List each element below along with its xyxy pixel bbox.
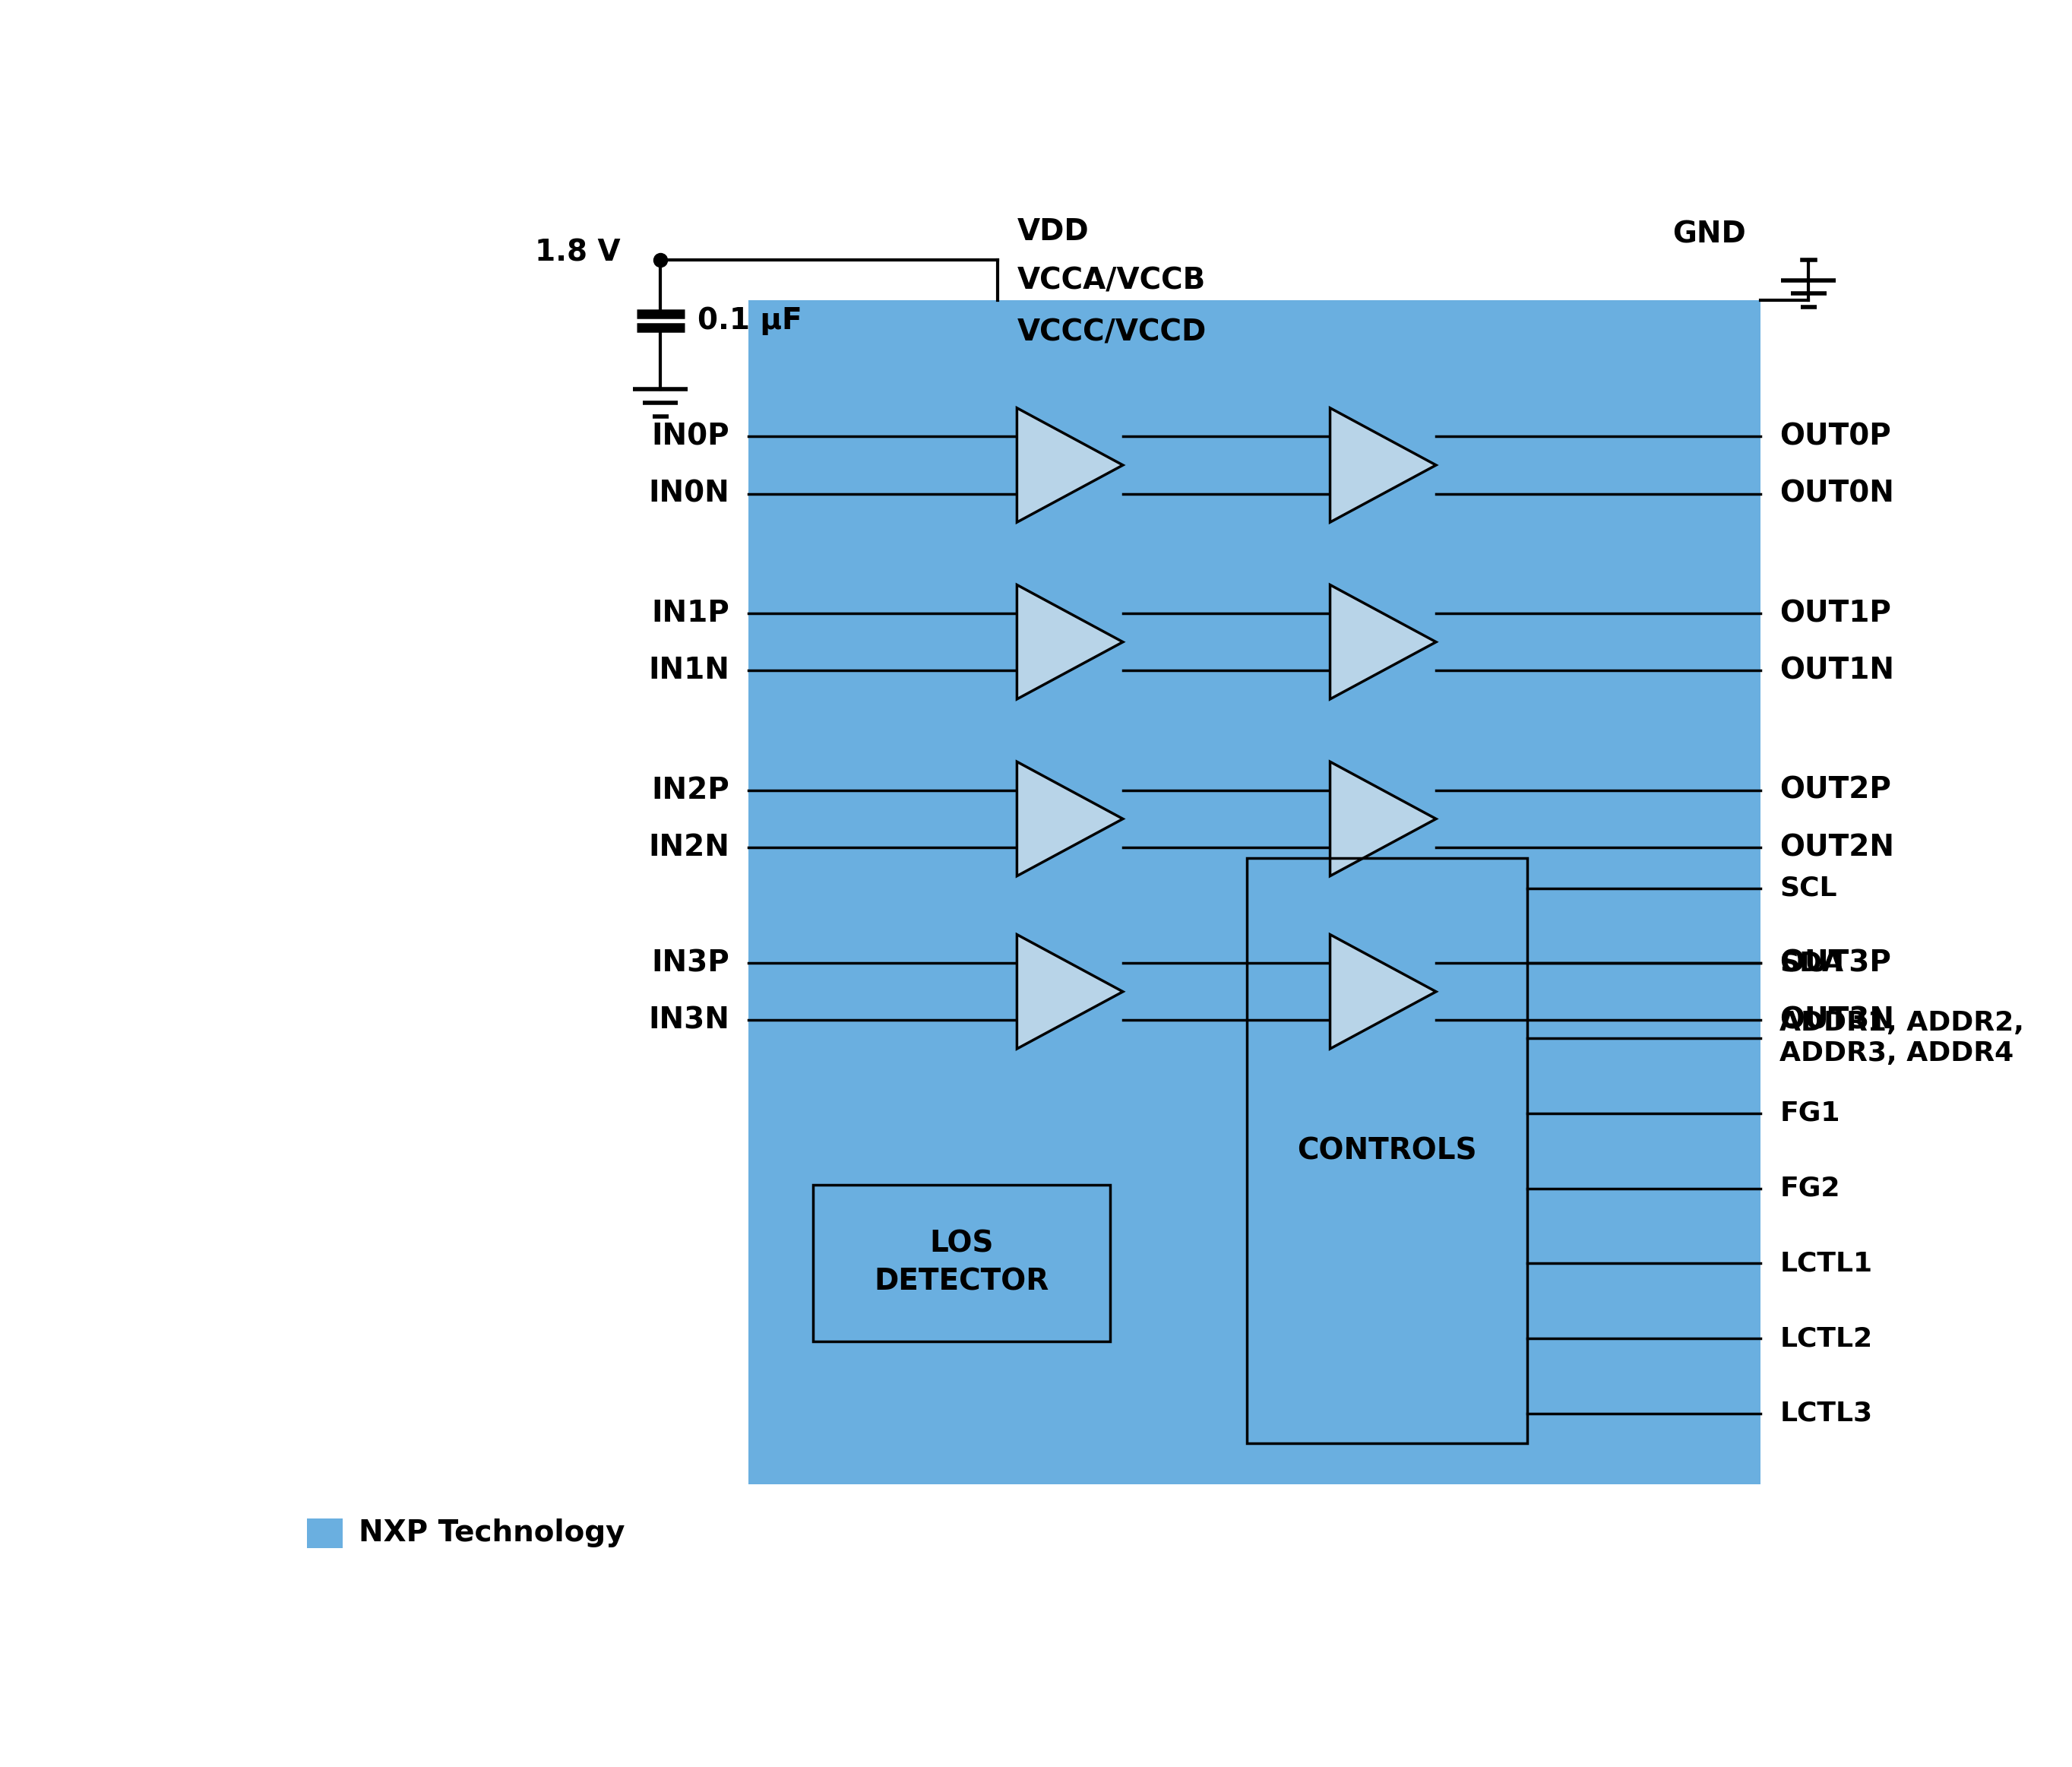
Bar — [1247, 859, 1527, 1444]
Text: SDA: SDA — [1780, 951, 1844, 975]
Text: 1.8 V: 1.8 V — [535, 239, 620, 267]
Text: ADDR1, ADDR2,
ADDR3, ADDR4: ADDR1, ADDR2, ADDR3, ADDR4 — [1780, 1011, 2024, 1066]
Text: GND: GND — [1672, 219, 1745, 249]
Text: OUT0N: OUT0N — [1780, 479, 1894, 509]
Bar — [812, 1186, 1111, 1341]
Text: IN0N: IN0N — [649, 479, 729, 509]
Text: LOS
DETECTOR: LOS DETECTOR — [874, 1230, 1048, 1297]
Text: CONTROLS: CONTROLS — [1297, 1136, 1477, 1164]
Polygon shape — [1017, 762, 1123, 876]
Text: VDD: VDD — [1017, 217, 1088, 246]
Text: OUT3P: OUT3P — [1780, 949, 1892, 977]
Polygon shape — [1330, 585, 1436, 700]
Text: VCCA/VCCB: VCCA/VCCB — [1017, 267, 1206, 295]
Text: NXP Technology: NXP Technology — [358, 1518, 626, 1548]
Text: OUT1P: OUT1P — [1780, 599, 1892, 627]
Text: IN3P: IN3P — [651, 949, 729, 977]
Text: 0.1 μF: 0.1 μF — [698, 306, 802, 336]
Text: OUT2P: OUT2P — [1780, 776, 1892, 804]
Text: IN2N: IN2N — [649, 832, 729, 862]
Text: IN0P: IN0P — [651, 422, 729, 451]
Text: OUT0P: OUT0P — [1780, 422, 1892, 451]
Bar — [748, 300, 1761, 1484]
Text: OUT2N: OUT2N — [1780, 832, 1894, 862]
Text: LCTL1: LCTL1 — [1780, 1251, 1873, 1276]
Text: IN3N: IN3N — [649, 1005, 729, 1035]
Text: IN2P: IN2P — [651, 776, 729, 804]
Text: OUT1N: OUT1N — [1780, 656, 1894, 686]
Polygon shape — [1017, 935, 1123, 1050]
Text: LCTL3: LCTL3 — [1780, 1401, 1873, 1426]
Text: IN1N: IN1N — [649, 656, 729, 686]
Text: OUT3N: OUT3N — [1780, 1005, 1894, 1035]
Text: VCCC/VCCD: VCCC/VCCD — [1017, 318, 1206, 346]
Polygon shape — [1017, 408, 1123, 523]
Text: LCTL2: LCTL2 — [1780, 1325, 1873, 1352]
Text: FG1: FG1 — [1780, 1101, 1840, 1126]
Polygon shape — [1017, 585, 1123, 700]
Text: FG2: FG2 — [1780, 1175, 1840, 1202]
Bar — [307, 1518, 342, 1548]
Polygon shape — [1330, 935, 1436, 1050]
Text: SCL: SCL — [1780, 875, 1838, 901]
Polygon shape — [1330, 408, 1436, 523]
Text: IN1P: IN1P — [651, 599, 729, 627]
Polygon shape — [1330, 762, 1436, 876]
